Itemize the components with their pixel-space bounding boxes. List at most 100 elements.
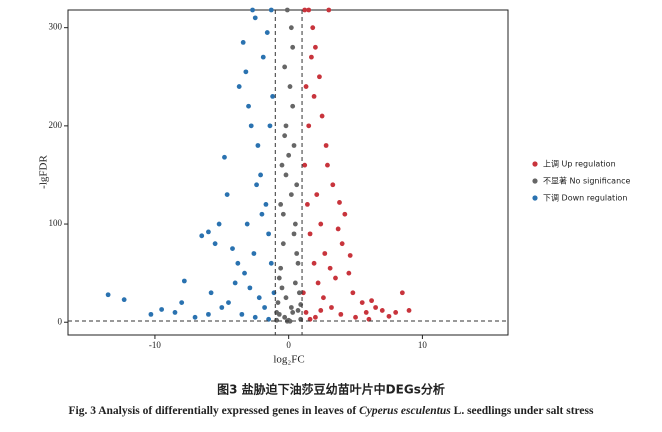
point <box>252 314 258 320</box>
point <box>311 260 317 266</box>
point <box>121 297 127 303</box>
point <box>244 221 250 227</box>
point <box>290 310 296 315</box>
point <box>406 308 412 313</box>
point <box>359 300 365 305</box>
point <box>306 7 312 13</box>
point <box>363 310 369 315</box>
point <box>303 84 309 89</box>
point <box>224 192 230 197</box>
point <box>235 260 241 266</box>
point <box>350 290 356 296</box>
caption-part: Cyperus esculentus <box>359 405 451 417</box>
point <box>216 221 222 227</box>
point <box>330 182 336 188</box>
caption-part: Fig. 3 Analysis of differentially expres… <box>69 405 360 417</box>
point <box>309 54 314 60</box>
point <box>287 84 293 89</box>
point <box>192 314 198 320</box>
point <box>294 182 300 188</box>
y-axis-label: -lgFDR <box>38 155 50 189</box>
point <box>373 305 378 310</box>
point <box>290 103 296 109</box>
point <box>313 44 318 50</box>
point <box>282 133 288 139</box>
point <box>242 270 247 276</box>
point <box>315 280 321 286</box>
point <box>262 305 267 310</box>
point <box>148 311 154 317</box>
point <box>306 123 312 129</box>
point <box>335 226 341 232</box>
legend-marker <box>532 161 538 167</box>
point <box>270 94 276 99</box>
point <box>247 285 253 291</box>
point <box>268 260 274 266</box>
point <box>226 300 231 305</box>
point <box>230 246 235 251</box>
point <box>236 84 242 89</box>
point <box>256 295 262 301</box>
point <box>260 54 266 60</box>
point <box>267 123 273 129</box>
point <box>313 314 318 320</box>
point <box>310 25 316 31</box>
point <box>283 172 289 178</box>
point <box>239 311 245 317</box>
x-axis-label: log₂FC <box>273 354 304 366</box>
legend-marker <box>532 178 538 184</box>
point <box>291 143 297 148</box>
point <box>288 305 294 310</box>
point <box>206 229 211 235</box>
point <box>283 295 289 301</box>
point <box>342 211 348 217</box>
point <box>307 231 313 237</box>
point <box>276 275 282 281</box>
point <box>379 308 385 313</box>
point <box>252 15 258 21</box>
point <box>282 314 288 320</box>
point <box>250 7 255 13</box>
point <box>314 192 320 197</box>
point <box>222 154 227 160</box>
point <box>318 308 324 313</box>
point <box>302 162 308 168</box>
point <box>317 74 322 80</box>
point <box>386 313 392 319</box>
point <box>248 123 254 129</box>
point <box>263 202 269 207</box>
plot-frame <box>67 9 509 336</box>
point <box>295 260 301 266</box>
point <box>266 231 272 237</box>
point <box>369 298 374 304</box>
point <box>337 200 342 205</box>
point <box>232 280 238 286</box>
point <box>219 305 225 310</box>
point <box>311 94 317 99</box>
point <box>326 7 332 13</box>
point <box>199 233 205 239</box>
point <box>288 192 294 197</box>
point <box>259 211 265 217</box>
point <box>179 300 185 305</box>
point <box>254 182 259 188</box>
point <box>275 300 281 305</box>
point <box>399 290 405 296</box>
point <box>302 7 308 13</box>
x-tick-label: -10 <box>149 340 161 350</box>
point <box>264 30 270 35</box>
point <box>322 251 328 256</box>
point <box>288 25 294 31</box>
point <box>292 221 298 227</box>
point <box>181 278 187 284</box>
point <box>338 311 344 317</box>
point <box>240 40 246 45</box>
legend-marker <box>532 195 538 201</box>
point <box>318 221 324 227</box>
point <box>268 7 274 13</box>
point <box>291 231 297 237</box>
caption-part: L. seedlings under salt stress <box>451 405 594 417</box>
point <box>353 314 358 320</box>
legend-label: 上调 Up regulation <box>543 160 616 169</box>
point <box>246 103 251 109</box>
